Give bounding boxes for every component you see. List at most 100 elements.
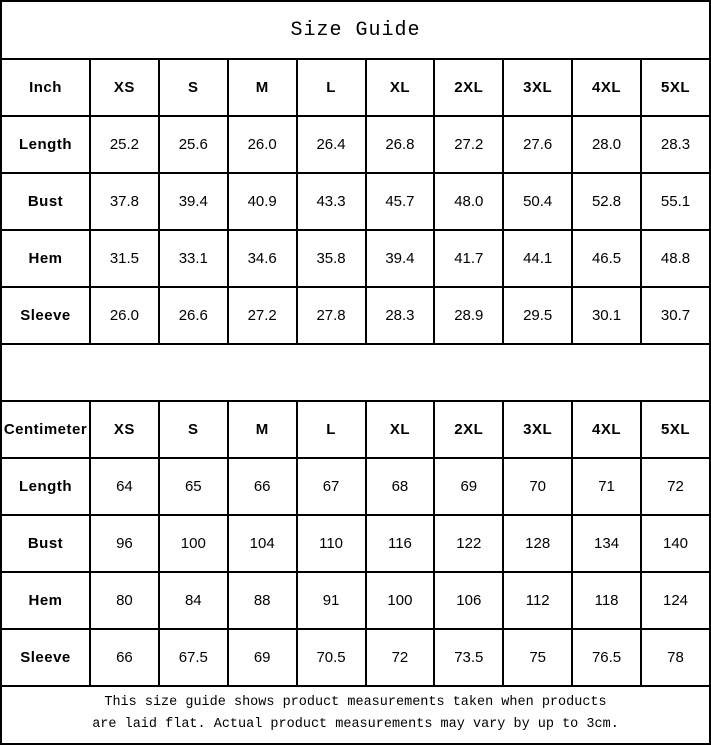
measurement-cell: 25.2 bbox=[89, 115, 160, 174]
measurement-cell: 124 bbox=[640, 571, 711, 630]
measurement-cell: 55.1 bbox=[640, 172, 711, 231]
measurement-cell: 28.3 bbox=[364, 286, 436, 345]
row-label-cell: Sleeve bbox=[0, 286, 91, 345]
measurement-cell: 35.8 bbox=[295, 229, 367, 288]
size-header-cell: 4XL bbox=[571, 58, 642, 117]
measurement-cell: 33.1 bbox=[157, 229, 229, 288]
size-header-cell: 5XL bbox=[640, 400, 711, 459]
measurement-cell: 66 bbox=[226, 457, 298, 516]
measurement-cell: 88 bbox=[226, 571, 298, 630]
size-header-cell: L bbox=[295, 400, 367, 459]
measurement-cell: 46.5 bbox=[571, 229, 642, 288]
measurement-cell: 100 bbox=[364, 571, 436, 630]
footer-row: This size guide shows product measuremen… bbox=[0, 685, 711, 745]
measurement-cell: 78 bbox=[640, 628, 711, 687]
table-row: Hem 80 84 88 91 100 106 112 118 124 bbox=[0, 571, 711, 630]
size-header-cell: XS bbox=[89, 58, 160, 117]
measurement-cell: 37.8 bbox=[89, 172, 160, 231]
measurement-cell: 43.3 bbox=[295, 172, 367, 231]
measurement-cell: 96 bbox=[89, 514, 160, 573]
measurement-cell: 26.8 bbox=[364, 115, 436, 174]
size-header-cell: XS bbox=[89, 400, 160, 459]
measurement-cell: 30.7 bbox=[640, 286, 711, 345]
size-header-cell: XL bbox=[364, 58, 436, 117]
measurement-cell: 26.4 bbox=[295, 115, 367, 174]
page-title: Size Guide bbox=[0, 0, 711, 60]
measurement-cell: 39.4 bbox=[364, 229, 436, 288]
measurement-cell: 50.4 bbox=[502, 172, 574, 231]
measurement-cell: 48.8 bbox=[640, 229, 711, 288]
measurement-cell: 104 bbox=[226, 514, 298, 573]
size-header-cell: S bbox=[157, 58, 229, 117]
measurement-cell: 100 bbox=[157, 514, 229, 573]
table-row: Hem 31.5 33.1 34.6 35.8 39.4 41.7 44.1 4… bbox=[0, 229, 711, 288]
measurement-cell: 69 bbox=[433, 457, 505, 516]
measurement-cell: 27.6 bbox=[502, 115, 574, 174]
measurement-cell: 28.0 bbox=[571, 115, 642, 174]
footer-note-line2: are laid flat. Actual product measuremen… bbox=[92, 717, 619, 732]
size-header-cell: L bbox=[295, 58, 367, 117]
size-header-cell: 3XL bbox=[502, 58, 574, 117]
unit-header-cell-centimeter: Centimeter bbox=[0, 400, 91, 459]
measurement-cell: 45.7 bbox=[364, 172, 436, 231]
size-header-cell: XL bbox=[364, 400, 436, 459]
measurement-cell: 116 bbox=[364, 514, 436, 573]
measurement-cell: 27.2 bbox=[226, 286, 298, 345]
row-label-cell: Bust bbox=[0, 514, 91, 573]
measurement-cell: 27.8 bbox=[295, 286, 367, 345]
measurement-cell: 39.4 bbox=[157, 172, 229, 231]
centimeter-header-row: Centimeter XS S M L XL 2XL 3XL 4XL 5XL bbox=[0, 400, 711, 459]
row-label-cell: Hem bbox=[0, 571, 91, 630]
measurement-cell: 28.9 bbox=[433, 286, 505, 345]
measurement-cell: 112 bbox=[502, 571, 574, 630]
size-header-cell: 2XL bbox=[433, 400, 505, 459]
title-row: Size Guide bbox=[0, 0, 711, 60]
size-header-cell: 3XL bbox=[502, 400, 574, 459]
measurement-cell: 73.5 bbox=[433, 628, 505, 687]
measurement-cell: 44.1 bbox=[502, 229, 574, 288]
measurement-cell: 41.7 bbox=[433, 229, 505, 288]
size-header-cell: 2XL bbox=[433, 58, 505, 117]
measurement-cell: 64 bbox=[89, 457, 160, 516]
size-header-cell: 5XL bbox=[640, 58, 711, 117]
measurement-cell: 69 bbox=[226, 628, 298, 687]
footer-note: This size guide shows product measuremen… bbox=[0, 685, 711, 745]
table-row: Length 25.2 25.6 26.0 26.4 26.8 27.2 27.… bbox=[0, 115, 711, 174]
measurement-cell: 31.5 bbox=[89, 229, 160, 288]
table-row: Length 64 65 66 67 68 69 70 71 72 bbox=[0, 457, 711, 516]
measurement-cell: 30.1 bbox=[571, 286, 642, 345]
size-header-cell: M bbox=[226, 400, 298, 459]
measurement-cell: 67 bbox=[295, 457, 367, 516]
table-row: Bust 37.8 39.4 40.9 43.3 45.7 48.0 50.4 … bbox=[0, 172, 711, 231]
measurement-cell: 68 bbox=[364, 457, 436, 516]
measurement-cell: 72 bbox=[364, 628, 436, 687]
measurement-cell: 65 bbox=[157, 457, 229, 516]
measurement-cell: 118 bbox=[571, 571, 642, 630]
measurement-cell: 75 bbox=[502, 628, 574, 687]
table-row: Bust 96 100 104 110 116 122 128 134 140 bbox=[0, 514, 711, 573]
row-label-cell: Length bbox=[0, 115, 91, 174]
measurement-cell: 110 bbox=[295, 514, 367, 573]
measurement-cell: 70.5 bbox=[295, 628, 367, 687]
measurement-cell: 25.6 bbox=[157, 115, 229, 174]
size-header-cell: 4XL bbox=[571, 400, 642, 459]
measurement-cell: 29.5 bbox=[502, 286, 574, 345]
row-label-cell: Sleeve bbox=[0, 628, 91, 687]
measurement-cell: 26.0 bbox=[226, 115, 298, 174]
inch-header-row: Inch XS S M L XL 2XL 3XL 4XL 5XL bbox=[0, 58, 711, 117]
row-label-cell: Hem bbox=[0, 229, 91, 288]
measurement-cell: 140 bbox=[640, 514, 711, 573]
measurement-cell: 40.9 bbox=[226, 172, 298, 231]
measurement-cell: 28.3 bbox=[640, 115, 711, 174]
measurement-cell: 72 bbox=[640, 457, 711, 516]
measurement-cell: 52.8 bbox=[571, 172, 642, 231]
measurement-cell: 34.6 bbox=[226, 229, 298, 288]
measurement-cell: 84 bbox=[157, 571, 229, 630]
measurement-cell: 66 bbox=[89, 628, 160, 687]
measurement-cell: 91 bbox=[295, 571, 367, 630]
footer-note-line1: This size guide shows product measuremen… bbox=[104, 695, 607, 711]
measurement-cell: 27.2 bbox=[433, 115, 505, 174]
measurement-cell: 67.5 bbox=[157, 628, 229, 687]
table-row: Sleeve 26.0 26.6 27.2 27.8 28.3 28.9 29.… bbox=[0, 286, 711, 345]
row-label-cell: Bust bbox=[0, 172, 91, 231]
